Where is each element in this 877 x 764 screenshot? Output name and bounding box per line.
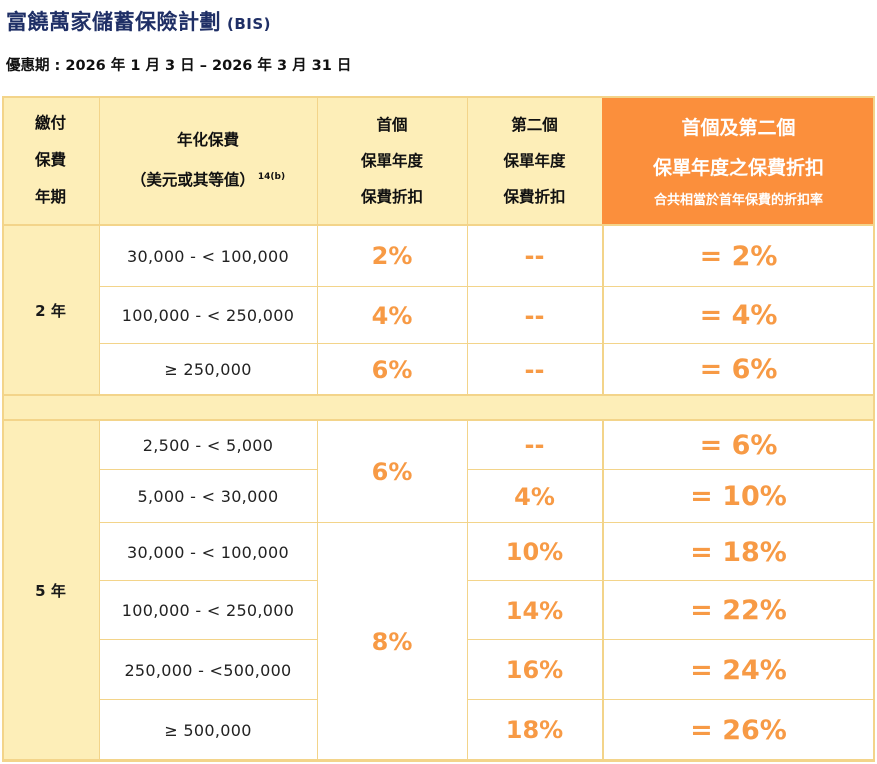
- grid-line: [317, 96, 318, 395]
- header-term-line: 保費: [34, 151, 66, 169]
- term-label: 5 年: [2, 420, 99, 760]
- term-label: 2 年: [2, 225, 99, 395]
- table-row-range: 5,000 - < 30,000: [99, 470, 317, 523]
- header-second-line: 保單年度: [503, 151, 566, 170]
- table-row-total: = 18%: [602, 523, 875, 581]
- grid-line: [2, 759, 875, 762]
- header-first-line: 首個: [376, 115, 408, 134]
- header-combined: 首個及第二個 保單年度之保費折扣 合共相當於首年保費的折扣率: [602, 96, 875, 225]
- title-suffix: (BIS): [227, 15, 272, 33]
- table-row-total: = 26%: [602, 700, 875, 760]
- header-combined-line: 保單年度之保費折扣: [652, 156, 824, 179]
- table-row-range: 30,000 - < 100,000: [99, 225, 317, 287]
- grid-line: [99, 580, 317, 581]
- table-row-total: = 24%: [602, 640, 875, 700]
- grid-line: [602, 420, 604, 760]
- grid-line: [99, 286, 875, 287]
- table-row-total: = 2%: [602, 225, 875, 287]
- grid-line: [467, 469, 875, 470]
- merged-first-discount: 6%: [317, 420, 467, 523]
- grid-line: [467, 420, 468, 760]
- grid-line: [602, 225, 604, 395]
- table-row-total: = 6%: [602, 344, 875, 395]
- header-premium-currency: （美元或其等值）: [130, 171, 255, 189]
- table-row-range: 100,000 - < 250,000: [99, 581, 317, 640]
- grid-line: [467, 639, 875, 640]
- table-row-range: 100,000 - < 250,000: [99, 287, 317, 344]
- header-first-year: 首個 保單年度 保費折扣: [317, 96, 467, 225]
- grid-line: [99, 639, 317, 640]
- table-row-second: 18%: [467, 700, 602, 760]
- table-row-range: 250,000 - <500,000: [99, 640, 317, 700]
- header-term-line: 年期: [34, 188, 66, 206]
- table-row-range: ≥ 250,000: [99, 344, 317, 395]
- grid-line: [467, 96, 468, 395]
- table-row-first: 6%: [317, 344, 467, 395]
- grid-line: [2, 96, 875, 98]
- discount-table: 繳付 保費 年期 年化保費 （美元或其等值） 14(b) 首個 保單年度 保費折扣…: [2, 96, 875, 764]
- header-first-line: 保費折扣: [360, 187, 423, 206]
- table-row-second: --: [467, 287, 602, 344]
- page-title: 富饒萬家儲蓄保險計劃 (BIS): [6, 6, 271, 36]
- grid-line: [99, 699, 317, 700]
- grid-line: [99, 522, 875, 523]
- table-row-range: 30,000 - < 100,000: [99, 523, 317, 581]
- header-first-line: 保單年度: [360, 151, 423, 170]
- table-row-total: = 22%: [602, 581, 875, 640]
- header-premium-line: （美元或其等值） 14(b): [131, 159, 285, 199]
- header-combined-note: 合共相當於首年保費的折扣率: [653, 192, 823, 208]
- grid-line: [99, 343, 875, 344]
- table-row-second: 10%: [467, 523, 602, 581]
- header-second-line: 保費折扣: [503, 187, 566, 206]
- table-row-second: --: [467, 420, 602, 470]
- table-row-total: = 10%: [602, 470, 875, 523]
- header-term-line: 繳付: [34, 114, 66, 132]
- grid-line: [2, 419, 875, 421]
- grid-line: [2, 224, 875, 226]
- header-second-year: 第二個 保單年度 保費折扣: [467, 96, 602, 225]
- header-premium-line: 年化保費: [176, 131, 239, 149]
- title-text: 富饒萬家儲蓄保險計劃: [6, 10, 221, 34]
- grid-line: [467, 580, 875, 581]
- table-row-second: 14%: [467, 581, 602, 640]
- table-row-range: ≥ 500,000: [99, 700, 317, 760]
- table-row-second: 4%: [467, 470, 602, 523]
- grid-line: [99, 469, 317, 470]
- table-row-total: = 6%: [602, 420, 875, 470]
- header-second-line: 第二個: [511, 115, 558, 134]
- footnote-ref: 14(b): [257, 172, 286, 182]
- grid-line: [2, 394, 875, 396]
- header-term: 繳付 保費 年期: [2, 96, 99, 225]
- grid-line: [317, 420, 318, 760]
- table-row-second: --: [467, 344, 602, 395]
- table-row-first: 4%: [317, 287, 467, 344]
- table-row-second: --: [467, 225, 602, 287]
- grid-line: [99, 96, 100, 395]
- table-row-total: = 4%: [602, 287, 875, 344]
- group-separator: [2, 395, 875, 420]
- grid-line: [2, 96, 4, 762]
- offer-period: 優惠期 : 2026 年 1 月 3 日 – 2026 年 3 月 31 日: [6, 58, 352, 74]
- header-combined-line: 首個及第二個: [681, 116, 796, 139]
- merged-first-discount: 8%: [317, 523, 467, 760]
- grid-line: [99, 420, 100, 760]
- table-row-range: 2,500 - < 5,000: [99, 420, 317, 470]
- table-row-first: 2%: [317, 225, 467, 287]
- grid-line: [467, 699, 875, 700]
- table-row-second: 16%: [467, 640, 602, 700]
- header-premium: 年化保費 （美元或其等值） 14(b): [99, 96, 317, 225]
- grid-line: [873, 96, 875, 762]
